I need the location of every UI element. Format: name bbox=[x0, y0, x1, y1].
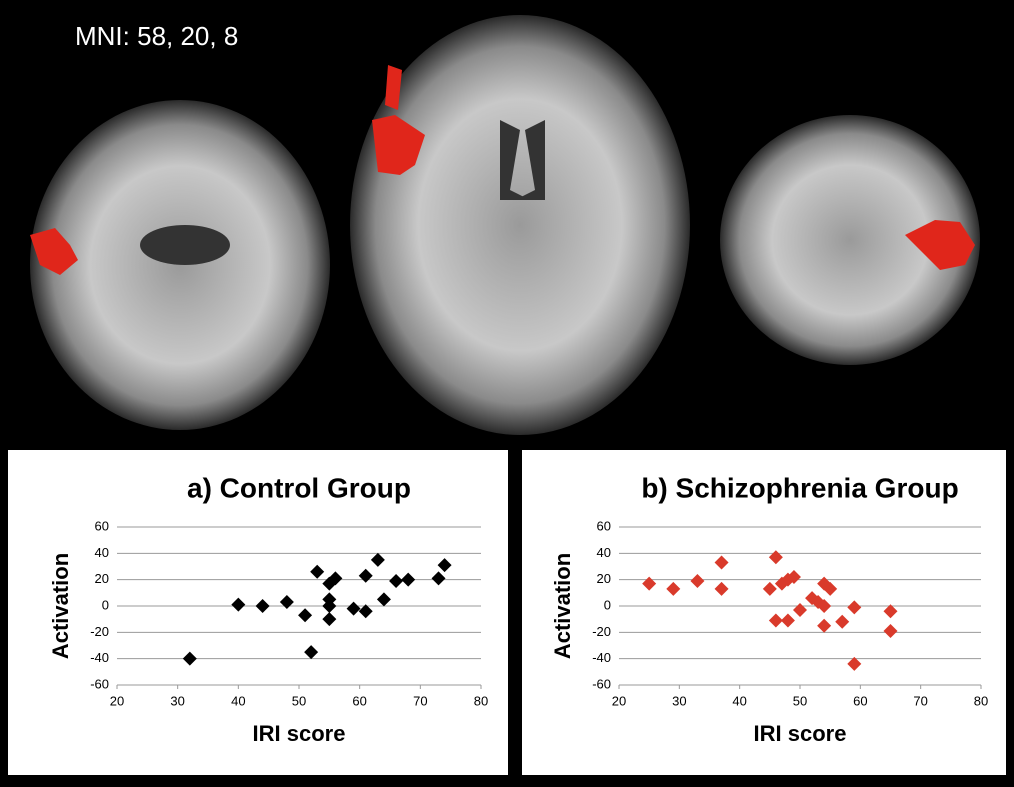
x-axis-label: IRI score bbox=[754, 721, 847, 746]
y-tick-label: 20 bbox=[95, 571, 109, 586]
x-tick-label: 50 bbox=[292, 693, 306, 708]
x-tick-label: 60 bbox=[853, 693, 867, 708]
y-tick-label: -40 bbox=[592, 650, 611, 665]
y-tick-label: 0 bbox=[604, 597, 611, 612]
y-tick-label: -20 bbox=[592, 624, 611, 639]
x-tick-label: 60 bbox=[352, 693, 366, 708]
chart-title: a) Control Group bbox=[187, 472, 411, 503]
y-tick-label: 60 bbox=[95, 518, 109, 533]
y-tick-label: 40 bbox=[597, 545, 611, 560]
x-tick-label: 30 bbox=[170, 693, 184, 708]
y-axis-label: Activation bbox=[48, 553, 73, 659]
x-tick-label: 70 bbox=[413, 693, 427, 708]
y-axis-label: Activation bbox=[550, 553, 575, 659]
x-tick-label: 40 bbox=[732, 693, 746, 708]
x-axis-label: IRI score bbox=[253, 721, 346, 746]
chart-title: b) Schizophrenia Group bbox=[641, 472, 958, 503]
ventricle bbox=[140, 225, 230, 265]
y-tick-label: 60 bbox=[597, 518, 611, 533]
x-tick-label: 20 bbox=[612, 693, 626, 708]
x-tick-label: 50 bbox=[793, 693, 807, 708]
x-tick-label: 20 bbox=[110, 693, 124, 708]
y-tick-label: -60 bbox=[592, 676, 611, 691]
x-tick-label: 80 bbox=[974, 693, 988, 708]
figure: MNI: 58, 20, 8 a) Control Group IRI score… bbox=[0, 0, 1014, 782]
mni-label: MNI: 58, 20, 8 bbox=[75, 21, 238, 51]
x-tick-label: 80 bbox=[474, 693, 488, 708]
x-tick-label: 40 bbox=[231, 693, 245, 708]
x-tick-label: 70 bbox=[913, 693, 927, 708]
x-tick-label: 30 bbox=[672, 693, 686, 708]
y-tick-label: 20 bbox=[597, 571, 611, 586]
coronal-slice bbox=[30, 100, 330, 430]
y-tick-label: 0 bbox=[102, 597, 109, 612]
y-tick-label: -20 bbox=[90, 624, 109, 639]
y-tick-label: -60 bbox=[90, 676, 109, 691]
y-tick-label: 40 bbox=[95, 545, 109, 560]
y-tick-label: -40 bbox=[90, 650, 109, 665]
